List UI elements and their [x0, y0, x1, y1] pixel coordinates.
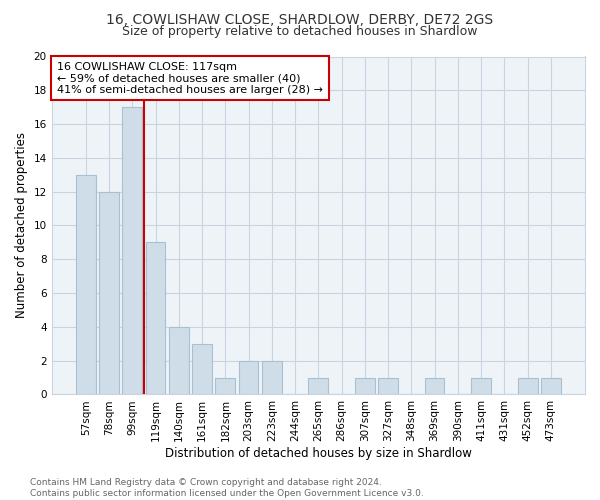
- Text: Size of property relative to detached houses in Shardlow: Size of property relative to detached ho…: [122, 25, 478, 38]
- Bar: [215, 378, 235, 394]
- Y-axis label: Number of detached properties: Number of detached properties: [15, 132, 28, 318]
- X-axis label: Distribution of detached houses by size in Shardlow: Distribution of detached houses by size …: [165, 447, 472, 460]
- Bar: [262, 360, 282, 394]
- Bar: [239, 360, 259, 394]
- Bar: [146, 242, 166, 394]
- Bar: [169, 327, 188, 394]
- Bar: [99, 192, 119, 394]
- Bar: [76, 175, 95, 394]
- Text: 16 COWLISHAW CLOSE: 117sqm
← 59% of detached houses are smaller (40)
41% of semi: 16 COWLISHAW CLOSE: 117sqm ← 59% of deta…: [57, 62, 323, 95]
- Bar: [425, 378, 445, 394]
- Bar: [192, 344, 212, 395]
- Bar: [355, 378, 375, 394]
- Bar: [122, 107, 142, 395]
- Bar: [541, 378, 561, 394]
- Bar: [308, 378, 328, 394]
- Bar: [471, 378, 491, 394]
- Text: Contains HM Land Registry data © Crown copyright and database right 2024.
Contai: Contains HM Land Registry data © Crown c…: [30, 478, 424, 498]
- Bar: [518, 378, 538, 394]
- Bar: [378, 378, 398, 394]
- Text: 16, COWLISHAW CLOSE, SHARDLOW, DERBY, DE72 2GS: 16, COWLISHAW CLOSE, SHARDLOW, DERBY, DE…: [106, 12, 494, 26]
